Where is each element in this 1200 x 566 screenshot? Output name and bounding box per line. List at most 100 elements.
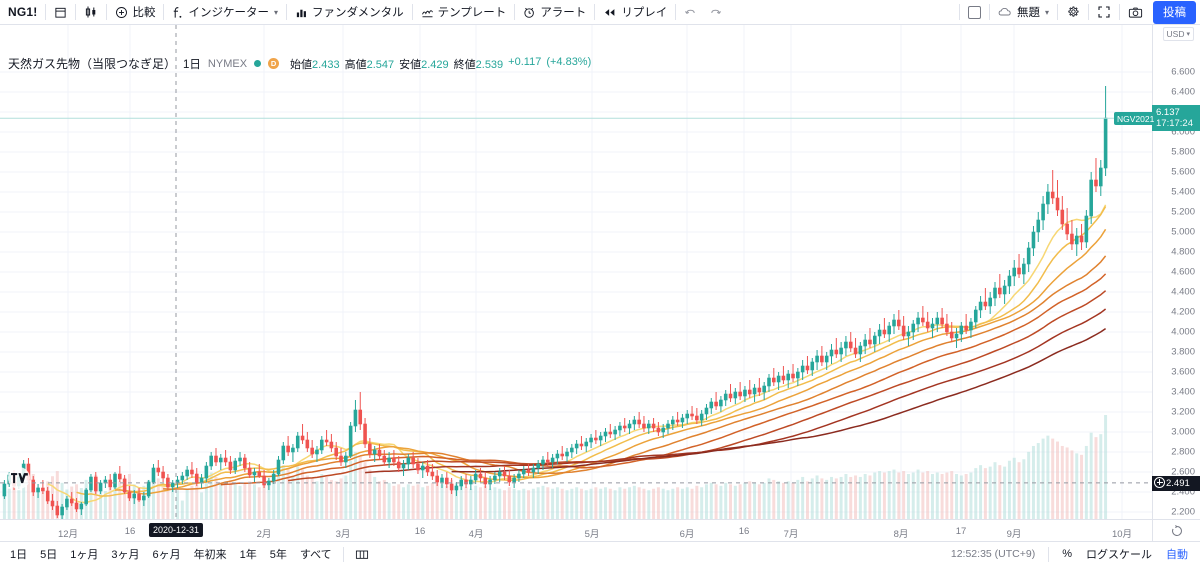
function-icon [172, 6, 184, 19]
range-button-group: 1日 5日 1ヶ月 3ヶ月 6ヶ月 年初来 1年 5年 すべて [0, 545, 338, 564]
bottom-toolbar: 1日 5日 1ヶ月 3ヶ月 6ヶ月 年初来 1年 5年 すべて 12:52:35 (UTC+9)… [0, 541, 1200, 566]
candlestick-svg [0, 25, 1152, 519]
chevron-down-icon[interactable]: ▾ [1186, 31, 1190, 38]
ohlc-high-value: 2.547 [366, 58, 395, 71]
percent-scale-button[interactable]: % [1056, 545, 1078, 564]
price-tick: 5.800 [1171, 146, 1195, 158]
currency-selector[interactable]: USD ▾ [1162, 27, 1194, 41]
time-scale[interactable]: 12月 16 2月 3月 16 4月 5月 6月 16 7月 8月 17 9月 10月 2020-12-3… [0, 519, 1200, 541]
divider [1057, 4, 1058, 20]
redo-button[interactable] [703, 2, 728, 23]
series-symbol-tag: NGV2021 [1114, 112, 1158, 126]
date-range-icon [355, 550, 368, 559]
price-tick: 2.800 [1171, 446, 1195, 458]
gear-icon [1066, 5, 1080, 19]
price-tick: 5.200 [1171, 206, 1195, 218]
crosshair-icon [1154, 476, 1165, 488]
time-tick: 7月 [783, 529, 799, 540]
alerts-button[interactable]: アラート [517, 2, 592, 23]
fundamental-button[interactable]: ファンダメンタル [289, 2, 410, 23]
replay-button[interactable]: リプレイ [597, 2, 673, 23]
auto-scale-label: 自動 [1166, 549, 1188, 561]
price-tick: 5.000 [1171, 226, 1195, 238]
delayed-data-badge[interactable]: D [268, 58, 280, 69]
price-tick: 4.400 [1171, 286, 1195, 298]
chart-legend: 天然ガス先物（当限つなぎ足） 1日 NYMEX D 始値2.433 高値2.54… [8, 55, 591, 72]
grid-lines [0, 25, 1152, 519]
price-tick: 3.000 [1171, 426, 1195, 438]
range-button-2[interactable]: 1ヶ月 [70, 549, 99, 561]
ohlc-values: 始値2.433 高値2.547 安値2.429 終値2.539 +0.117 (… [290, 56, 591, 72]
range-button-3[interactable]: 3ヶ月 [111, 549, 140, 561]
cloud-icon [998, 6, 1013, 18]
price-tick: 4.600 [1171, 266, 1195, 278]
time-tick: 16 [738, 526, 750, 537]
compare-button[interactable]: 比較 [109, 2, 161, 23]
chart-type-button[interactable] [78, 2, 104, 23]
percent-label: % [1062, 548, 1072, 560]
ohlc-high-label: 高値 [344, 58, 367, 71]
camera-icon [1128, 6, 1143, 19]
price-tick: 5.600 [1171, 166, 1195, 178]
divider [411, 4, 413, 20]
range-button-8[interactable]: すべて [299, 549, 332, 561]
auto-scale-button[interactable]: 自動 [1160, 545, 1194, 564]
range-button-7[interactable]: 5年 [269, 549, 287, 561]
calendar-icon [54, 6, 67, 19]
log-scale-label: ログスケール [1086, 549, 1152, 561]
saved-chart-button[interactable]: 無題 ▾ [992, 2, 1055, 23]
legend-interval[interactable]: 1日 [183, 58, 201, 71]
publish-button[interactable]: 投稿 [1153, 0, 1196, 24]
saved-chart-label: 無題 [1016, 7, 1040, 19]
divider [1048, 546, 1050, 562]
indicators-button[interactable]: インジケーター ▾ [166, 2, 284, 23]
time-tick: 4月 [468, 529, 484, 540]
divider [75, 4, 77, 20]
snapshot-button[interactable] [1122, 2, 1149, 23]
settings-button[interactable] [1060, 2, 1086, 23]
replay-icon [603, 6, 617, 19]
divider [286, 4, 287, 20]
divider [514, 4, 516, 20]
range-button-6[interactable]: 1年 [239, 549, 257, 561]
range-button-0[interactable]: 1日 [10, 549, 28, 561]
undo-button[interactable] [678, 2, 703, 23]
crosshair-price-badge: 2.491 [1152, 475, 1200, 491]
range-button-4[interactable]: 6ヶ月 [152, 549, 181, 561]
price-plot[interactable] [0, 25, 1152, 519]
divider [675, 4, 677, 20]
price-scale[interactable]: USD ▾ 6.6006.4006.2006.0005.8005.6005.40… [1152, 25, 1200, 519]
template-icon [421, 6, 434, 19]
price-tick: 4.000 [1171, 326, 1195, 338]
divider [988, 4, 990, 20]
date-range-button[interactable] [349, 545, 375, 564]
alerts-label: アラート [540, 7, 587, 19]
log-scale-button[interactable]: ログスケール [1080, 545, 1158, 564]
ma-ribbon [47, 204, 1107, 504]
symbol-search-button[interactable]: NG1! [0, 2, 43, 23]
session-clock: 12:52:35 (UTC+9) [950, 548, 1036, 560]
bar-countdown: 17:17:24 [1156, 118, 1193, 130]
price-tick: 3.600 [1171, 366, 1195, 378]
tradingview-watermark-logo [8, 467, 30, 489]
divider [1119, 4, 1120, 20]
reset-scale-button[interactable] [1152, 520, 1200, 541]
ohlc-change-pct: (+4.83%) [546, 55, 592, 68]
time-tick: 10月 [1111, 529, 1133, 540]
chevron-down-icon[interactable]: ▾ [1044, 7, 1049, 17]
divider [594, 4, 596, 20]
time-tick: 12月 [57, 529, 79, 540]
legend-instrument-title[interactable]: 天然ガス先物（当限つなぎ足） [8, 57, 177, 71]
chart-area[interactable]: 天然ガス先物（当限つなぎ足） 1日 NYMEX D 始値2.433 高値2.54… [0, 25, 1200, 519]
range-button-1[interactable]: 5日 [40, 549, 58, 561]
interval-button[interactable] [48, 2, 73, 23]
ohlc-low-value: 2.429 [421, 58, 449, 71]
fullscreen-button[interactable] [1091, 2, 1117, 23]
alarm-clock-icon [523, 6, 536, 19]
layout-button[interactable] [962, 2, 987, 23]
reset-scale-icon [1171, 524, 1182, 536]
templates-button[interactable]: テンプレート [415, 2, 513, 23]
chevron-down-icon[interactable]: ▾ [273, 7, 278, 17]
range-button-5[interactable]: 年初来 [193, 549, 227, 561]
compare-label: 比較 [132, 7, 156, 19]
